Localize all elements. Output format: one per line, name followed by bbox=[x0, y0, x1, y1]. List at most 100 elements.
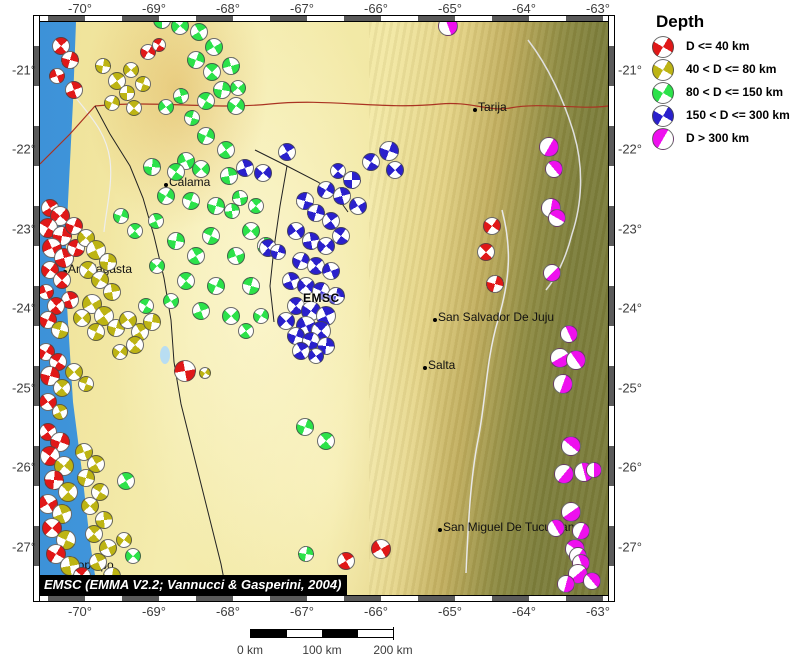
focal-mechanism-beachball bbox=[158, 99, 174, 115]
legend-beachball-icon bbox=[652, 128, 674, 150]
axis-tick-label: -66° bbox=[364, 604, 388, 619]
focal-mechanism-beachball bbox=[95, 58, 111, 74]
focal-mechanism-beachball bbox=[586, 462, 602, 478]
focal-mechanism-beachball bbox=[560, 325, 578, 343]
focal-mechanism-beachball bbox=[112, 344, 128, 360]
map-inset-label: EMSC bbox=[303, 291, 340, 305]
focal-mechanism-beachball bbox=[545, 160, 563, 178]
focal-mechanism-beachball bbox=[47, 297, 65, 315]
scale-bar-segment bbox=[357, 630, 393, 637]
focal-mechanism-beachball bbox=[190, 23, 208, 41]
focal-mechanism-beachball bbox=[287, 222, 305, 240]
focal-mechanism-beachball bbox=[52, 37, 70, 55]
city-dot bbox=[438, 528, 442, 532]
city-dot bbox=[433, 318, 437, 322]
legend-item-label: 40 < D <= 80 km bbox=[686, 62, 777, 76]
scale-bar-label: 200 km bbox=[373, 643, 413, 657]
focal-mechanism-beachball bbox=[192, 302, 210, 320]
depth-legend: Depth D <= 40 km 40 < D <= 80 km 80 < D <=… bbox=[642, 12, 794, 150]
scale-bar-segment bbox=[251, 630, 287, 637]
city-dot bbox=[164, 183, 168, 187]
focal-mechanism-beachball bbox=[349, 197, 367, 215]
axis-tick-label: -68° bbox=[216, 604, 240, 619]
beachballs-layer bbox=[40, 22, 608, 595]
legend-beachball-icon bbox=[652, 105, 674, 127]
axis-tick-label: -66° bbox=[364, 1, 388, 16]
focal-mechanism-beachball bbox=[207, 277, 225, 295]
focal-mechanism-beachball bbox=[232, 190, 248, 206]
focal-mechanism-beachball bbox=[213, 81, 231, 99]
focal-mechanism-beachball bbox=[104, 95, 120, 111]
focal-mechanism-beachball bbox=[566, 350, 586, 370]
focal-mechanism-beachball bbox=[65, 81, 83, 99]
focal-mechanism-beachball bbox=[143, 158, 161, 176]
focal-mechanism-beachball bbox=[197, 127, 215, 145]
focal-mechanism-beachball bbox=[52, 404, 68, 420]
focal-mechanism-beachball bbox=[202, 227, 220, 245]
axis-tick-label: -65° bbox=[438, 1, 462, 16]
axis-tick-label: -21° bbox=[618, 62, 642, 78]
focal-mechanism-beachball bbox=[49, 68, 65, 84]
axis-tick-label: -69° bbox=[142, 604, 166, 619]
river-line bbox=[465, 209, 510, 574]
focal-mechanism-beachball bbox=[117, 472, 135, 490]
focal-mechanism-beachball bbox=[238, 323, 254, 339]
focal-mechanism-beachball bbox=[174, 360, 196, 382]
focal-mechanism-beachball bbox=[270, 244, 286, 260]
legend-item-label: D <= 40 km bbox=[686, 39, 750, 53]
focal-mechanism-beachball bbox=[308, 348, 324, 364]
city-label: Salta bbox=[428, 358, 456, 372]
focal-mechanism-beachball bbox=[362, 153, 380, 171]
axis-tick-label: -69° bbox=[142, 1, 166, 16]
borders-and-rivers-layer bbox=[40, 39, 608, 595]
city-label: San Miguel De Tucuman bbox=[443, 520, 575, 534]
axis-tick-label: -24° bbox=[12, 300, 36, 316]
axis-tick-label: -26° bbox=[618, 459, 642, 475]
focal-mechanism-beachball bbox=[317, 432, 335, 450]
focal-mechanism-beachball bbox=[371, 539, 391, 559]
focal-mechanism-beachball bbox=[220, 167, 238, 185]
focal-mechanism-beachball bbox=[553, 374, 573, 394]
axis-tick-label: -22° bbox=[618, 141, 642, 157]
focal-mechanism-beachball bbox=[548, 209, 566, 227]
focal-mechanism-beachball bbox=[148, 213, 164, 229]
focal-mechanism-beachball bbox=[73, 309, 91, 327]
city-labels-layer: Calama Antofagasta Tarija San Salvador De J… bbox=[40, 22, 608, 595]
focal-mechanism-beachball bbox=[78, 376, 94, 392]
focal-mechanism-beachball bbox=[278, 143, 296, 161]
legend-item-label: 80 < D <= 150 km bbox=[686, 85, 784, 99]
focal-mechanism-beachball bbox=[91, 271, 109, 289]
focal-mechanism-beachball bbox=[126, 100, 142, 116]
focal-mechanism-beachball bbox=[153, 22, 171, 29]
focal-mechanism-beachball bbox=[343, 171, 361, 189]
focal-mechanism-beachball bbox=[230, 80, 246, 96]
focal-mechanism-beachball bbox=[554, 464, 574, 484]
focal-mechanism-beachball bbox=[248, 198, 264, 214]
focal-mechanism-beachball bbox=[127, 223, 143, 239]
focal-mechanism-beachball bbox=[327, 287, 345, 305]
scale-bar-label: 100 km bbox=[302, 643, 342, 657]
focal-mechanism-beachball bbox=[298, 546, 314, 562]
axis-tick-label: -25° bbox=[618, 380, 642, 396]
city-label: Tarija bbox=[478, 100, 507, 114]
focal-mechanism-beachball bbox=[61, 51, 79, 69]
focal-mechanism-beachball bbox=[87, 455, 105, 473]
scale-bar-label: 0 km bbox=[236, 643, 264, 657]
focal-mechanism-beachball bbox=[99, 253, 117, 271]
axis-tick-label: -64° bbox=[512, 1, 536, 16]
focal-mechanism-beachball bbox=[330, 163, 346, 179]
axis-tick-label: -22° bbox=[12, 141, 36, 157]
scale-bar-segment bbox=[286, 630, 322, 637]
axis-tick-label: -70° bbox=[68, 604, 92, 619]
focal-mechanism-beachball bbox=[89, 553, 107, 571]
focal-mechanism-beachball bbox=[95, 511, 113, 529]
focal-mechanism-beachball bbox=[187, 51, 205, 69]
focal-mechanism-beachball bbox=[77, 469, 95, 487]
legend-item: 80 < D <= 150 km bbox=[642, 82, 794, 104]
focal-mechanism-beachball bbox=[222, 307, 240, 325]
focal-mechanism-beachball bbox=[203, 63, 221, 81]
focal-mechanism-beachball bbox=[242, 277, 260, 295]
focal-mechanism-beachball bbox=[386, 161, 404, 179]
focal-mechanism-beachball bbox=[547, 519, 565, 537]
focal-mechanism-beachball bbox=[58, 482, 78, 502]
